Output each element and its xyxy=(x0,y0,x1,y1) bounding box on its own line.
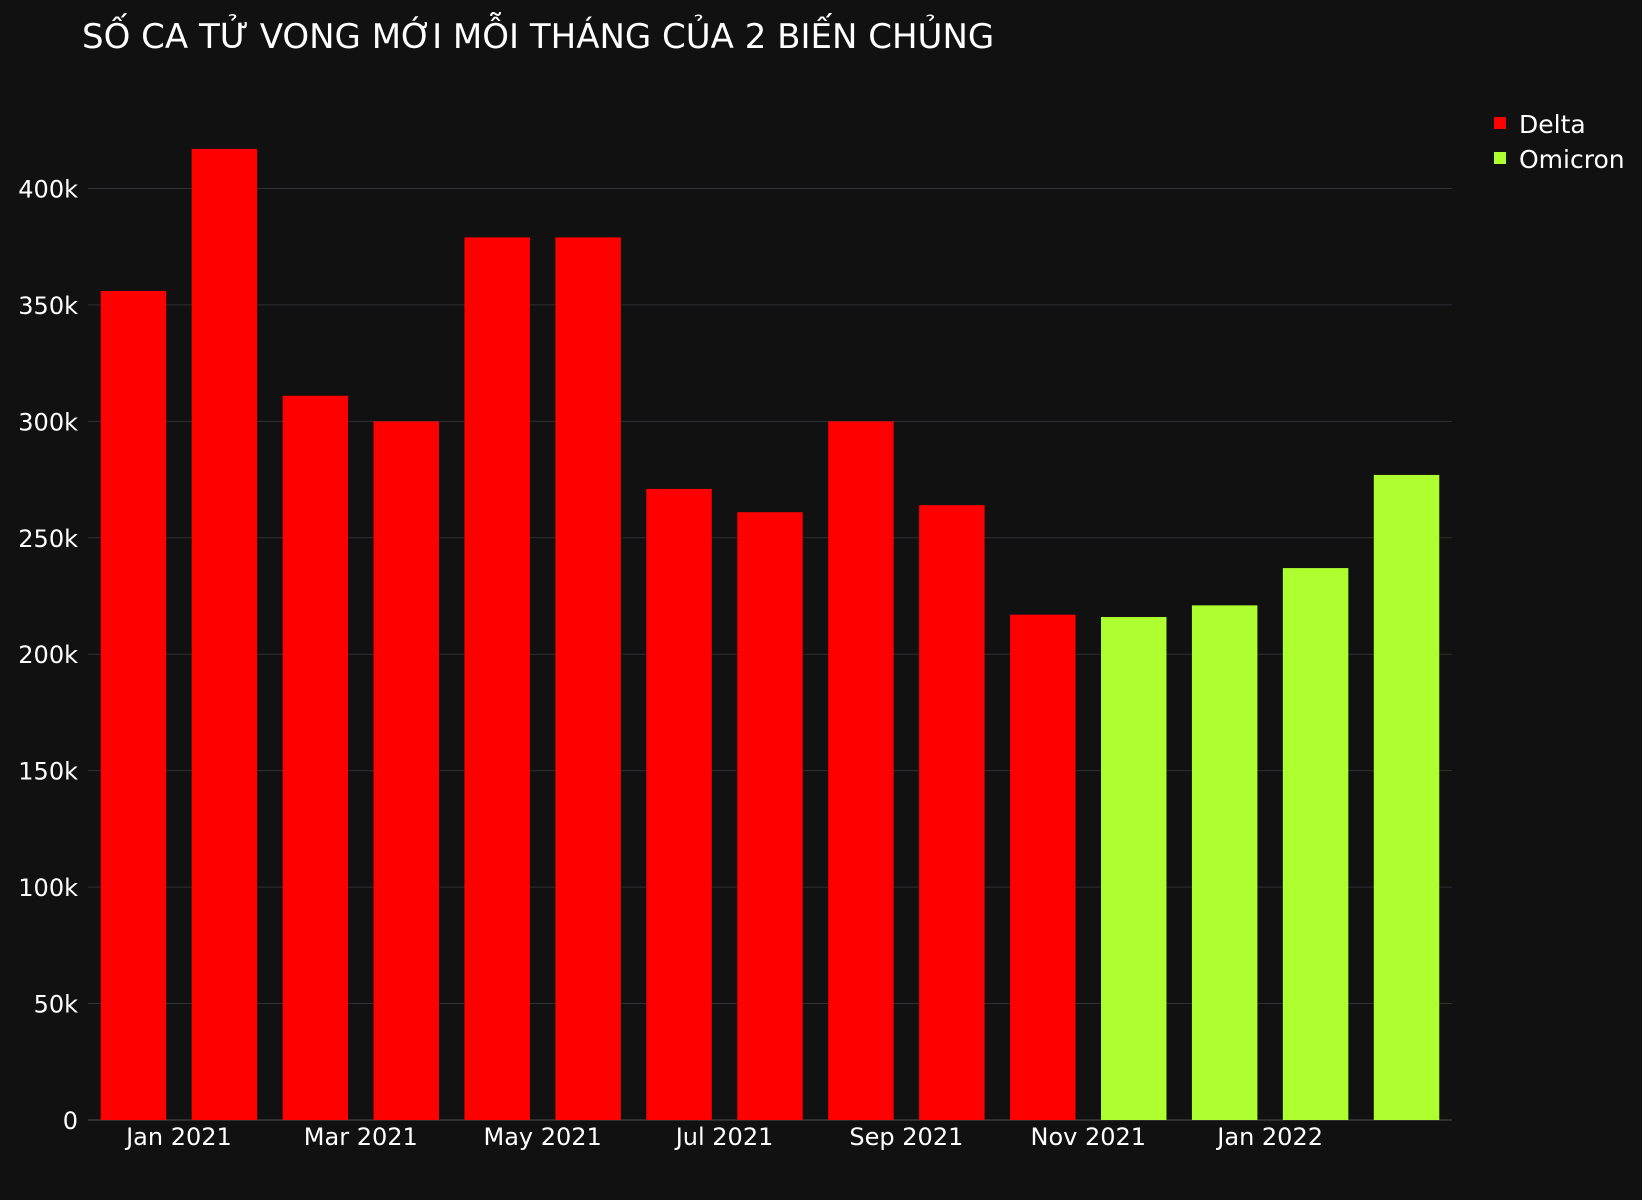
bar-delta-2021-05[interactable] xyxy=(555,237,621,1120)
y-tick-label: 300k xyxy=(18,408,78,436)
bar-delta-2021-08[interactable] xyxy=(828,421,894,1120)
x-tick-label: Jan 2022 xyxy=(1215,1123,1323,1151)
legend-label-delta[interactable]: Delta xyxy=(1519,110,1586,139)
legend-label-omicron[interactable]: Omicron xyxy=(1519,145,1625,174)
bar-delta-2021-07[interactable] xyxy=(737,512,803,1120)
y-axis-ticks: 0 50k 100k 150k 200k 250k 300k 350k 400k xyxy=(18,175,78,1135)
x-axis-ticks: Jan 2021 Mar 2021 May 2021 Jul 2021 Sep 2021… xyxy=(124,1123,1323,1151)
x-tick-label: Nov 2021 xyxy=(1030,1123,1146,1151)
legend-swatch-delta[interactable] xyxy=(1494,117,1506,129)
y-tick-label: 50k xyxy=(34,991,79,1019)
bar-delta-2021-10[interactable] xyxy=(1010,614,1076,1120)
bar-delta-2021-04[interactable] xyxy=(464,237,530,1120)
x-tick-label: Jul 2021 xyxy=(674,1123,774,1151)
bar-omicron-2021-11[interactable] xyxy=(1100,616,1167,1120)
y-tick-label: 250k xyxy=(18,525,78,553)
y-tick-label: 350k xyxy=(18,292,78,320)
y-tick-label: 200k xyxy=(18,641,78,669)
y-tick-label: 100k xyxy=(18,874,78,902)
legend: Delta Omicron xyxy=(1494,110,1625,174)
x-tick-label: May 2021 xyxy=(484,1123,602,1151)
x-tick-label: Sep 2021 xyxy=(849,1123,963,1151)
bar-delta-2021-03[interactable] xyxy=(373,421,440,1120)
bar-delta-2021-09[interactable] xyxy=(919,505,985,1121)
bars xyxy=(100,148,1440,1121)
bar-omicron-2021-12[interactable] xyxy=(1191,605,1258,1120)
y-tick-label: 400k xyxy=(18,175,78,203)
bar-delta-2021-01[interactable] xyxy=(191,148,258,1120)
x-tick-label: Jan 2021 xyxy=(124,1123,232,1151)
x-tick-label: Mar 2021 xyxy=(304,1123,418,1151)
bar-delta-2020-12[interactable] xyxy=(100,290,167,1121)
bar-omicron-2022-01[interactable] xyxy=(1282,568,1349,1120)
legend-swatch-omicron[interactable] xyxy=(1494,152,1506,164)
bar-omicron-2022-02[interactable] xyxy=(1373,474,1440,1120)
bar-delta-2021-06[interactable] xyxy=(646,488,712,1120)
chart-title: SỐ CA TỬ VONG MỚI MỖI THÁNG CỦA 2 BIẾN C… xyxy=(82,12,994,57)
bar-delta-2021-02[interactable] xyxy=(282,395,349,1120)
y-tick-label: 150k xyxy=(18,758,78,786)
y-tick-label: 0 xyxy=(63,1107,78,1135)
